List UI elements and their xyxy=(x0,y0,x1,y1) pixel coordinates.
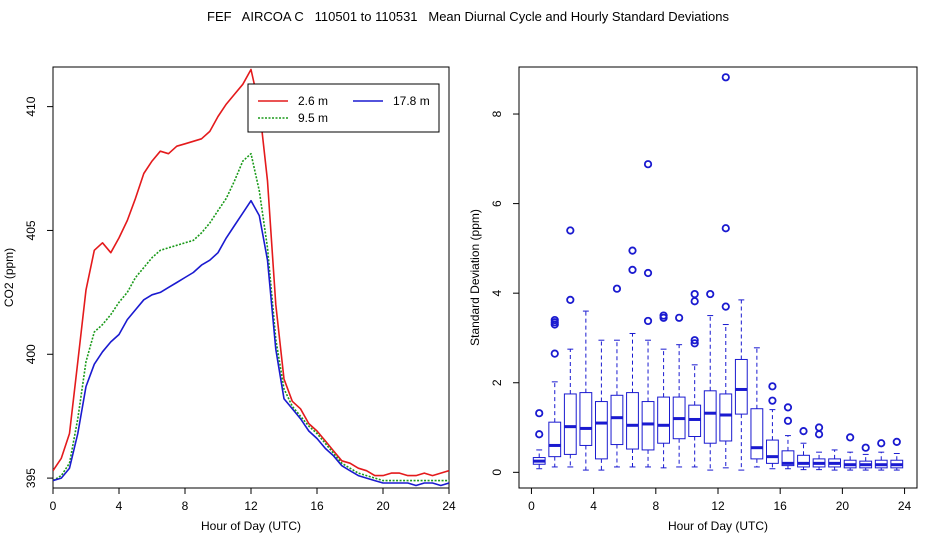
x-tick-label: 12 xyxy=(711,499,725,513)
x-tick-label: 8 xyxy=(652,499,659,513)
series-line-3 xyxy=(53,199,449,487)
x-tick-label: 12 xyxy=(244,499,258,513)
box-iqr xyxy=(781,450,795,467)
box-outlier xyxy=(892,437,901,446)
y-tick-label: 2 xyxy=(490,379,504,386)
box-outlier xyxy=(535,409,544,418)
legend-label-3: 17.8 m xyxy=(393,94,430,108)
y-tick-label: 4 xyxy=(490,290,504,297)
box-outlier xyxy=(721,224,730,233)
box-outlier xyxy=(675,313,684,322)
box-iqr xyxy=(641,401,655,451)
x-tick-label: 0 xyxy=(50,499,57,513)
y-tick-label: 6 xyxy=(490,200,504,207)
box-iqr xyxy=(563,393,577,455)
series-line-1 xyxy=(53,68,449,477)
box-outlier xyxy=(846,433,855,442)
box-outlier xyxy=(643,268,653,278)
figure-title: FEF AIRCOA C 110501 to 110531 Mean Diurn… xyxy=(207,9,729,24)
box-outlier xyxy=(814,430,824,439)
box-outlier xyxy=(535,430,544,439)
x-tick-label: 16 xyxy=(774,499,788,513)
x-tick-label: 4 xyxy=(590,499,597,513)
x-tick-label: 20 xyxy=(376,499,390,513)
box-outlier xyxy=(628,246,637,255)
x-tick-label: 24 xyxy=(442,499,456,513)
box-outlier xyxy=(550,315,559,325)
box-iqr xyxy=(734,358,748,415)
x-tick-label: 20 xyxy=(836,499,850,513)
x-axis-label: Hour of Day (UTC) xyxy=(668,519,768,533)
x-tick-label: 4 xyxy=(116,499,123,513)
legend-label-2: 9.5 m xyxy=(298,111,328,125)
box-outlier xyxy=(643,316,653,326)
box-outlier xyxy=(690,289,699,299)
box-iqr xyxy=(719,393,733,442)
box-iqr xyxy=(766,439,779,464)
box-iqr xyxy=(797,454,810,468)
box-iqr xyxy=(610,394,624,446)
y-tick-label: 395 xyxy=(24,468,38,488)
box-outlier xyxy=(814,423,824,432)
box-outlier xyxy=(566,226,575,235)
box-outlier xyxy=(768,382,777,391)
legend-box xyxy=(247,83,440,133)
box-outlier xyxy=(643,160,653,169)
x-tick-label: 0 xyxy=(528,499,535,513)
box-iqr xyxy=(657,396,670,444)
box-outlier xyxy=(690,339,699,348)
y-tick-label: 410 xyxy=(24,96,38,116)
box-outlier xyxy=(861,443,870,452)
y-tick-label: 8 xyxy=(490,110,504,117)
box-outlier xyxy=(768,396,777,405)
box-iqr xyxy=(594,401,608,460)
x-tick-label: 8 xyxy=(182,499,189,513)
co2-line-chart: 0 4 8 12 16 20 24 395 400 405 410 Hour of Day (UTC)… xyxy=(2,66,456,533)
series-line-2 xyxy=(53,152,449,482)
box-outlier xyxy=(612,284,622,293)
box-iqr xyxy=(626,392,639,450)
y-tick-label: 400 xyxy=(24,344,38,364)
plot-frame xyxy=(518,66,918,489)
x-tick-label: 16 xyxy=(310,499,324,513)
box-outlier xyxy=(799,427,808,436)
box-outlier xyxy=(659,311,668,320)
box-outlier xyxy=(690,297,699,306)
y-axis-label: Standard Deviation (ppm) xyxy=(468,209,482,346)
box-iqr xyxy=(579,392,593,446)
box-outlier xyxy=(690,336,699,345)
box-iqr xyxy=(548,421,562,458)
box-iqr xyxy=(750,408,764,460)
legend-label-1: 2.6 m xyxy=(298,94,328,108)
box-outlier xyxy=(721,302,730,311)
y-tick-label: 0 xyxy=(490,469,504,476)
box-outlier xyxy=(783,403,793,412)
x-tick-label: 24 xyxy=(898,499,912,513)
box-outlier xyxy=(566,295,575,304)
box-outlier xyxy=(550,349,559,358)
box-outlier xyxy=(721,73,730,82)
box-outlier xyxy=(783,416,793,425)
y-tick-label: 405 xyxy=(24,220,38,240)
box-outlier xyxy=(628,265,637,274)
box-iqr xyxy=(703,390,717,444)
x-axis-label: Hour of Day (UTC) xyxy=(201,519,301,533)
y-axis-label: CO2 (ppm) xyxy=(2,248,16,307)
box-outlier xyxy=(706,289,715,299)
box-outlier xyxy=(877,439,886,448)
